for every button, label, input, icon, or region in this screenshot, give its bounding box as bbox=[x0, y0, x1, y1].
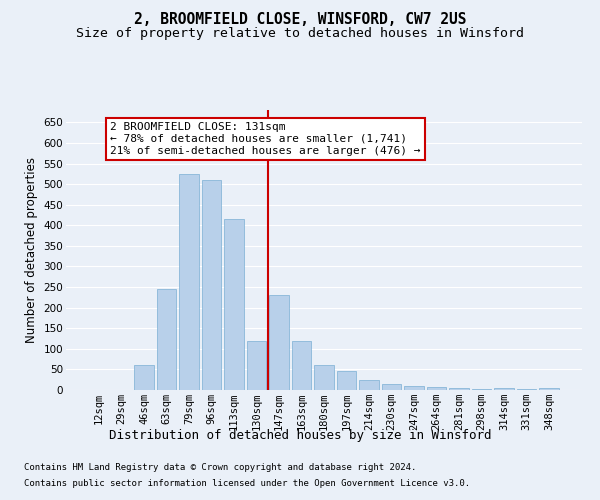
Bar bbox=[224, 219, 244, 390]
Bar bbox=[494, 388, 514, 390]
Bar bbox=[292, 340, 311, 390]
Bar bbox=[269, 296, 289, 390]
Bar bbox=[404, 386, 424, 390]
Bar bbox=[179, 174, 199, 390]
Bar bbox=[134, 366, 154, 390]
Text: Contains public sector information licensed under the Open Government Licence v3: Contains public sector information licen… bbox=[24, 478, 470, 488]
Bar bbox=[157, 289, 176, 390]
Bar bbox=[449, 388, 469, 390]
Bar bbox=[314, 366, 334, 390]
Text: 2 BROOMFIELD CLOSE: 131sqm
← 78% of detached houses are smaller (1,741)
21% of s: 2 BROOMFIELD CLOSE: 131sqm ← 78% of deta… bbox=[110, 122, 421, 156]
Bar bbox=[247, 340, 266, 390]
Bar bbox=[382, 384, 401, 390]
Bar bbox=[472, 389, 491, 390]
Bar bbox=[359, 380, 379, 390]
Y-axis label: Number of detached properties: Number of detached properties bbox=[25, 157, 38, 343]
Bar bbox=[337, 372, 356, 390]
Text: Distribution of detached houses by size in Winsford: Distribution of detached houses by size … bbox=[109, 428, 491, 442]
Text: Contains HM Land Registry data © Crown copyright and database right 2024.: Contains HM Land Registry data © Crown c… bbox=[24, 464, 416, 472]
Bar bbox=[202, 180, 221, 390]
Bar bbox=[517, 389, 536, 390]
Text: Size of property relative to detached houses in Winsford: Size of property relative to detached ho… bbox=[76, 28, 524, 40]
Bar bbox=[539, 388, 559, 390]
Text: 2, BROOMFIELD CLOSE, WINSFORD, CW7 2US: 2, BROOMFIELD CLOSE, WINSFORD, CW7 2US bbox=[134, 12, 466, 28]
Bar bbox=[427, 387, 446, 390]
